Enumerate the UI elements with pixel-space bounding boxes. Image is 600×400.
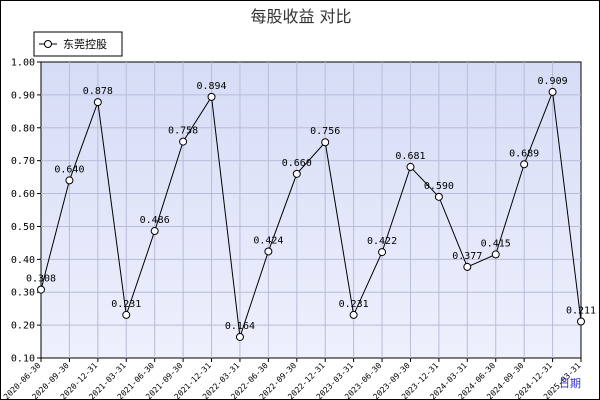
y-tick-label: 0.30 [11,288,35,299]
data-label: 0.640 [54,164,84,175]
series-group: 0.308 0.640 0.878 0.231 0.486 0.758 0.894 0.164… [26,76,596,341]
data-point [93,98,102,107]
data-label: 0.231 [111,299,141,310]
y-tick-label: 0.80 [11,123,35,134]
data-point [292,169,301,178]
data-label: 0.590 [424,181,454,192]
data-point [520,160,529,169]
y-tick-label: 0.70 [11,156,35,167]
data-point [434,192,443,201]
data-label: 0.878 [83,86,113,97]
y-axis: 0.10 0.20 0.30 0.40 0.50 0.60 0.70 0.80 0.90 1.00 [11,58,41,365]
y-tick-label: 0.90 [11,90,35,101]
data-point [122,310,131,319]
legend-label: 东莞控股 [63,37,107,51]
y-tick-label: 0.10 [11,354,35,365]
data-point [378,248,387,257]
plot-area [40,61,582,359]
data-point [37,285,45,294]
series-line [40,91,582,338]
data-point [491,250,500,259]
data-label: 0.756 [310,126,340,137]
legend-marker-icon [44,40,52,48]
data-point [321,138,330,147]
data-point [150,227,159,236]
data-label: 0.894 [196,81,226,92]
y-tick-label: 0.60 [11,189,35,200]
grid-lines [41,62,581,358]
data-label: 0.909 [538,76,568,87]
data-point [207,92,216,101]
data-point [179,137,188,146]
data-point [463,262,472,271]
data-point [577,317,585,326]
data-label: 0.308 [26,274,56,285]
data-label: 0.660 [282,158,312,169]
data-label: 0.758 [168,126,198,137]
data-label: 0.689 [509,148,539,159]
data-label: 0.377 [452,251,482,262]
data-label: 0.486 [140,215,170,226]
y-tick-label: 0.20 [11,321,35,332]
y-tick-label: 0.50 [11,222,35,233]
data-point [349,310,358,319]
data-label: 0.415 [481,238,511,249]
data-label: 0.211 [566,305,596,316]
y-tick-label: 0.40 [11,255,35,266]
data-label: 0.681 [395,151,425,162]
chart-title: 每股收益 对比 [250,7,351,26]
data-point [65,176,74,185]
x-axis-label: 日期 [559,377,581,390]
data-label: 0.164 [225,321,255,332]
data-label: 0.422 [367,236,397,247]
legend: 东莞控股 [33,31,123,57]
data-label: 0.424 [253,235,283,246]
data-point [548,87,557,96]
x-axis: 2020-06-302020-09-302020-12-312021-03-31… [2,358,583,399]
data-point [406,162,415,171]
data-point [235,332,244,341]
data-label: 0.231 [339,299,369,310]
data-point [264,247,273,256]
y-tick-label: 1.00 [11,58,35,69]
